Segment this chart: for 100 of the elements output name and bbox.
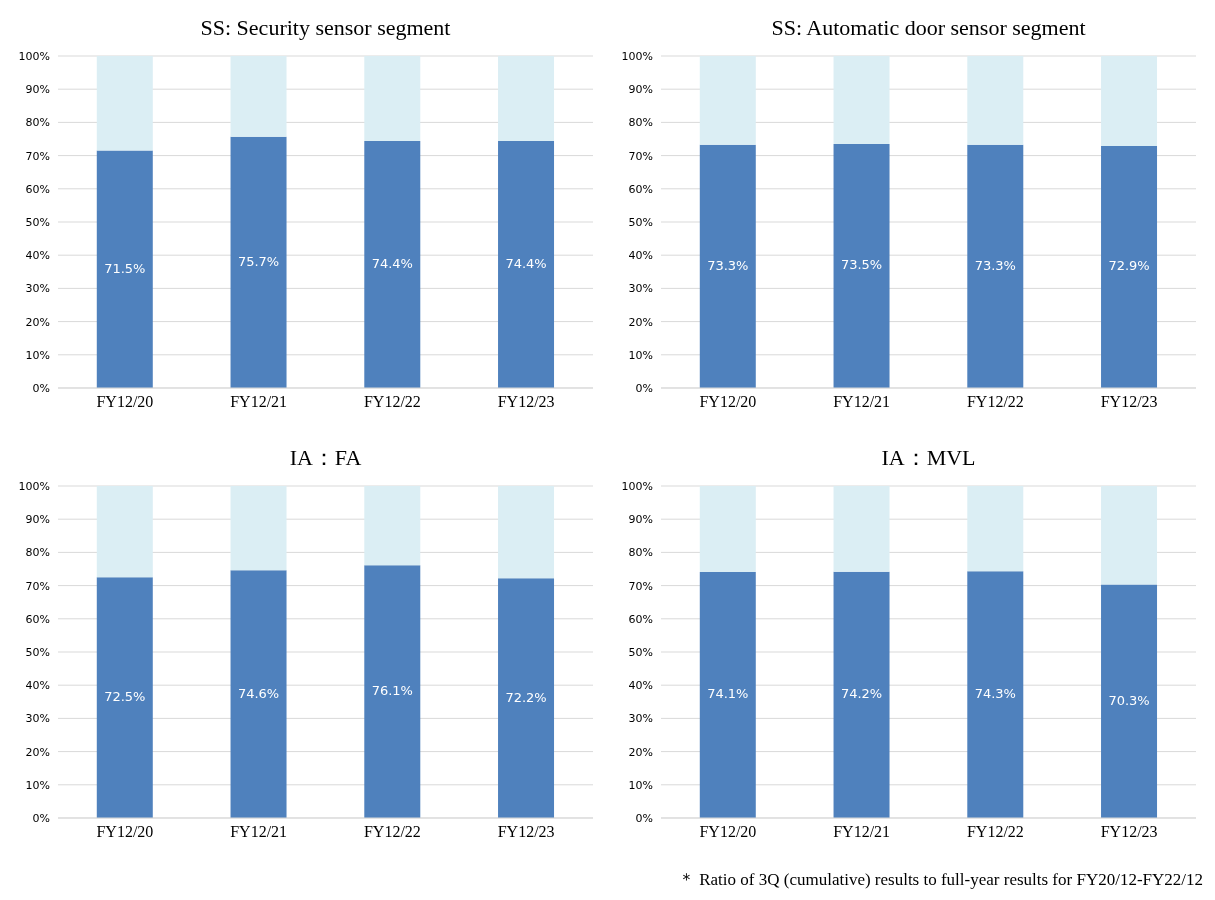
bar <box>96 577 153 818</box>
y-tick-label: 70% <box>628 149 653 163</box>
y-tick-label: 70% <box>628 579 653 593</box>
bar <box>833 56 890 144</box>
y-tick-label: 90% <box>628 83 653 97</box>
chart-title: SS: Automatic door sensor segment <box>770 14 1087 42</box>
bar <box>1101 56 1158 146</box>
y-tick-label: 100% <box>18 49 50 63</box>
data-label: 74.3% <box>974 686 1016 702</box>
y-tick-label: 90% <box>628 513 653 527</box>
x-tick-label: FY12/22 <box>966 393 1024 411</box>
bar <box>230 570 287 818</box>
y-tick-label: 10% <box>25 348 50 362</box>
bar <box>498 486 555 579</box>
text: ＊ Ratio of 3Q (cumulative) results to full-year results for FY20/12-FY22/12 <box>676 869 1204 891</box>
bar <box>498 56 555 141</box>
y-tick-label: 90% <box>25 513 50 527</box>
x-tick-label: FY12/20 <box>96 823 154 841</box>
bar <box>833 143 890 388</box>
data-label: 72.9% <box>1108 258 1150 274</box>
data-label: 74.6% <box>237 685 280 701</box>
y-tick-label: 50% <box>25 645 50 659</box>
bar <box>364 486 421 566</box>
bar <box>699 571 756 818</box>
bar <box>230 136 287 388</box>
data-label: 74.1% <box>707 686 749 702</box>
data-label: 74.4% <box>505 256 547 271</box>
bar <box>1101 584 1158 818</box>
x-tick-label: FY12/20 <box>699 393 757 411</box>
y-tick-label: 70% <box>25 579 50 593</box>
x-tick-label: FY12/23 <box>1100 823 1158 841</box>
data-label: 74.2% <box>840 686 883 702</box>
data-label: 73.3% <box>707 257 749 273</box>
bar <box>498 578 555 818</box>
bar <box>498 140 555 388</box>
y-tick-label: 0% <box>635 381 653 395</box>
y-tick-label: 0% <box>32 811 50 825</box>
y-tick-label: 50% <box>628 645 653 659</box>
y-tick-label: 60% <box>628 612 653 626</box>
y-tick-label: 20% <box>25 315 50 329</box>
data-label: 76.1% <box>371 683 413 699</box>
y-tick-label: 70% <box>25 149 50 163</box>
y-tick-label: 10% <box>25 778 50 792</box>
y-tick-label: 90% <box>25 83 50 97</box>
x-tick-label: FY12/22 <box>966 823 1024 841</box>
y-tick-label: 0% <box>32 381 50 395</box>
data-label: 75.7% <box>237 253 280 269</box>
bar <box>364 140 421 388</box>
y-tick-label: 60% <box>25 182 50 196</box>
data-label: 74.4% <box>371 256 413 271</box>
y-tick-label: 20% <box>628 315 653 329</box>
bar <box>967 486 1024 572</box>
y-tick-label: 50% <box>628 215 653 229</box>
y-tick-label: 40% <box>25 249 50 263</box>
x-tick-label: FY12/21 <box>833 823 891 841</box>
bar <box>967 144 1024 388</box>
y-tick-label: 100% <box>621 49 653 63</box>
x-tick-label: FY12/21 <box>230 823 288 841</box>
y-tick-label: 30% <box>628 712 653 726</box>
bar <box>96 486 153 578</box>
bar <box>699 144 756 388</box>
x-tick-label: FY12/21 <box>230 393 288 411</box>
chart-title: IA：MVL <box>880 444 977 472</box>
y-tick-label: 100% <box>18 479 50 493</box>
bar <box>1101 145 1158 388</box>
y-tick-label: 10% <box>628 778 653 792</box>
bar <box>833 486 890 572</box>
y-tick-label: 30% <box>628 282 653 296</box>
x-tick-label: FY12/23 <box>497 393 555 411</box>
y-tick-label: 40% <box>25 679 50 693</box>
bar <box>699 56 756 145</box>
y-tick-label: 20% <box>628 745 653 759</box>
y-tick-label: 50% <box>25 215 50 229</box>
y-tick-label: 20% <box>25 745 50 759</box>
bar <box>96 150 153 388</box>
y-tick-label: 40% <box>628 249 653 263</box>
x-tick-label: FY12/22 <box>363 393 421 411</box>
y-tick-label: 80% <box>25 546 50 560</box>
chart-title: SS: Security sensor segment <box>199 14 452 42</box>
data-label: 72.5% <box>104 689 146 705</box>
y-tick-label: 30% <box>25 282 50 296</box>
y-tick-label: 80% <box>628 546 653 560</box>
x-tick-label: FY12/23 <box>1100 393 1158 411</box>
chart-title: IA：FA <box>288 444 363 472</box>
x-tick-label: FY12/23 <box>497 823 555 841</box>
data-label: 72.2% <box>505 689 547 705</box>
bar <box>230 486 287 571</box>
bar <box>967 571 1024 818</box>
bar <box>967 56 1024 145</box>
y-tick-label: 60% <box>25 612 50 626</box>
data-label: 70.3% <box>1108 692 1150 708</box>
y-tick-label: 100% <box>621 479 653 493</box>
x-tick-label: FY12/22 <box>363 823 421 841</box>
x-tick-label: FY12/21 <box>833 393 891 411</box>
data-label: 73.3% <box>974 257 1016 273</box>
bar <box>699 486 756 572</box>
y-tick-label: 40% <box>628 679 653 693</box>
bar <box>364 56 421 141</box>
y-tick-label: 30% <box>25 712 50 726</box>
bar <box>96 56 153 151</box>
